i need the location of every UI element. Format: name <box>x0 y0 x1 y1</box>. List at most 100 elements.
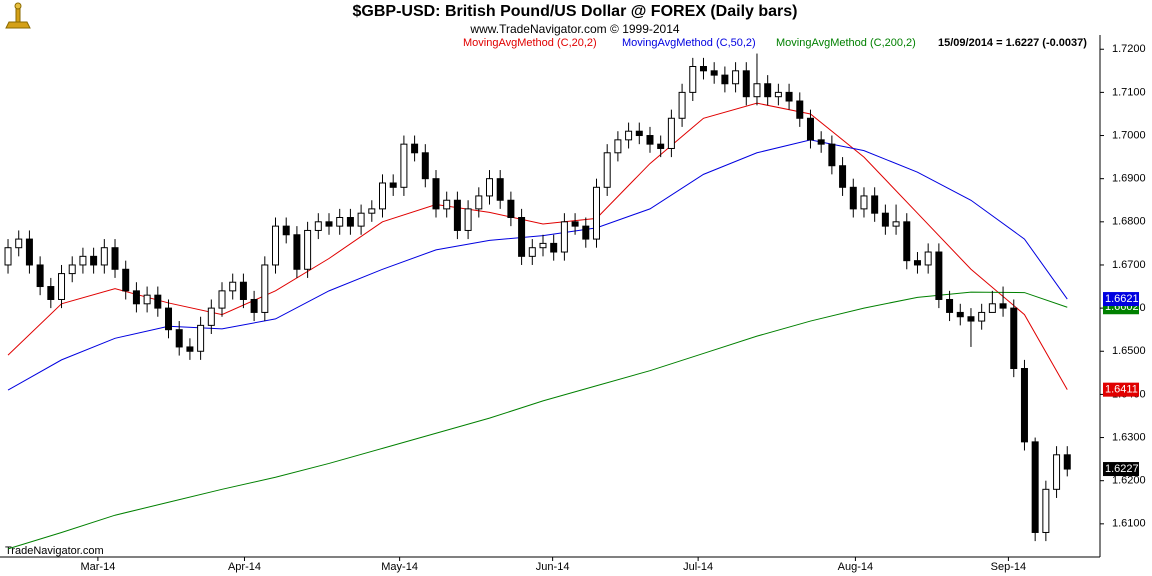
candle <box>325 213 333 235</box>
candle <box>518 208 526 265</box>
candle-body <box>625 130 633 141</box>
candle <box>528 239 536 265</box>
candle <box>849 178 857 218</box>
candle <box>946 290 954 322</box>
candle <box>507 191 515 227</box>
candle <box>678 83 686 127</box>
candle-body <box>143 294 151 305</box>
candle-body <box>978 311 986 322</box>
candle <box>625 122 633 149</box>
candle <box>828 135 836 175</box>
candle <box>560 213 568 261</box>
candle-body <box>485 178 493 197</box>
candle <box>860 187 868 218</box>
candle-body <box>207 307 215 326</box>
candle-body <box>261 264 269 313</box>
candle <box>1031 437 1039 542</box>
candle <box>432 170 440 218</box>
candle-body <box>732 70 740 85</box>
candle <box>293 226 301 278</box>
candle-body <box>346 217 354 227</box>
candle <box>1020 359 1028 451</box>
x-tick-label: Mar-14 <box>80 561 115 573</box>
price-tag-label: 1.6411 <box>1105 384 1138 396</box>
candle-body <box>432 178 440 210</box>
candle-body <box>1010 307 1018 370</box>
candle <box>421 144 429 188</box>
candle <box>336 208 344 235</box>
candle-body <box>239 281 247 300</box>
candle <box>411 135 419 162</box>
candle <box>272 217 280 274</box>
candle <box>400 135 408 196</box>
candle-body <box>68 264 76 275</box>
candle-body <box>496 178 504 201</box>
candle <box>721 66 729 93</box>
candle-body <box>218 290 226 309</box>
candle <box>379 174 387 218</box>
candle-body <box>571 221 579 227</box>
candle <box>389 174 397 196</box>
candle <box>464 200 472 240</box>
price-tag-label: 1.6621 <box>1105 293 1139 305</box>
candle-body <box>47 286 55 300</box>
candle-body <box>272 225 280 266</box>
candle <box>646 126 654 153</box>
candle-body <box>646 135 654 145</box>
candle <box>197 316 205 360</box>
candle-body <box>764 83 772 98</box>
candle-body <box>304 229 312 270</box>
candle <box>1063 446 1071 477</box>
candle-body <box>453 199 461 231</box>
candle <box>667 109 675 158</box>
y-tick-label: 1.6700 <box>1112 259 1146 271</box>
candle-body <box>539 242 547 249</box>
candle-body <box>411 143 419 154</box>
candle <box>154 286 162 317</box>
candle <box>132 282 140 313</box>
candle <box>689 57 697 102</box>
candle-body <box>614 139 622 154</box>
candle-body <box>582 225 590 240</box>
candle-body <box>400 143 408 188</box>
candle <box>881 204 889 235</box>
candle <box>111 239 119 278</box>
candle-body <box>165 307 173 331</box>
candle-body <box>785 91 793 102</box>
candle-body <box>806 117 814 141</box>
candle-body <box>935 251 943 300</box>
candle-body <box>111 247 119 270</box>
candle-body <box>389 182 397 188</box>
candle-body <box>710 70 718 76</box>
candle-body <box>79 255 87 266</box>
candle-body <box>357 212 365 227</box>
candle-body <box>197 324 205 352</box>
candle-body <box>603 152 611 188</box>
candle <box>368 200 376 222</box>
candle <box>1010 299 1018 378</box>
candle-body <box>379 182 387 210</box>
y-tick-label: 1.6900 <box>1112 173 1146 185</box>
candle-body <box>774 91 782 98</box>
candle <box>539 234 547 257</box>
y-tick-label: 1.6500 <box>1112 345 1146 357</box>
candle <box>978 303 986 330</box>
candle <box>603 144 611 196</box>
candle-body <box>988 303 996 313</box>
candle <box>100 239 108 274</box>
candle-body <box>282 225 290 236</box>
candle-body <box>58 273 66 300</box>
candle <box>614 131 622 162</box>
candle-body <box>689 65 697 93</box>
candle-body <box>892 221 900 227</box>
candle <box>79 247 87 274</box>
logo <box>5 2 31 29</box>
candle-body <box>100 247 108 266</box>
candle-body <box>667 117 675 149</box>
candle <box>175 321 183 356</box>
candle-body <box>122 268 130 292</box>
candle-body <box>657 143 665 149</box>
y-tick-label: 1.6200 <box>1112 475 1146 487</box>
y-tick-label: 1.6100 <box>1112 518 1146 530</box>
candle-body <box>314 221 322 231</box>
